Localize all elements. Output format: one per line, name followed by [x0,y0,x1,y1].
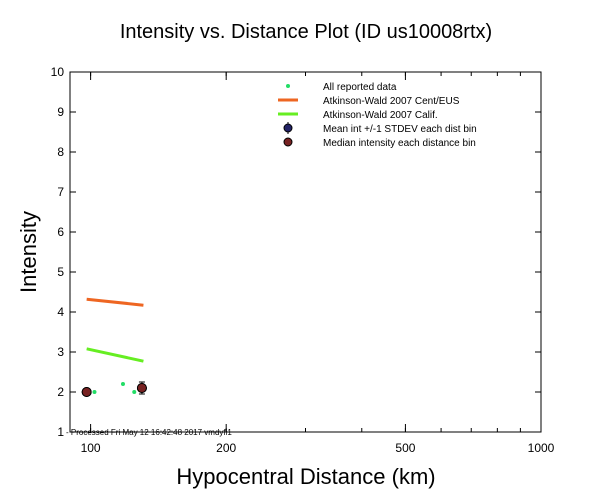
y-tick-label: 3 [57,345,64,359]
legend-label: Atkinson-Wald 2007 Cent/EUS [323,96,460,107]
legend-label: All reported data [323,82,397,93]
legend: All reported data Atkinson-Wald 2007 Cent… [278,82,477,149]
model-line [86,347,144,363]
y-tick-label: 1 [57,425,64,439]
x-tick-label: 100 [81,441,101,455]
x-tick-label: 1000 [528,441,555,455]
legend-label: Median intensity each distance bin [323,138,476,149]
x-axis-label: Hypocentral Distance (km) [176,464,435,489]
reported-data-point [132,390,137,394]
processed-note: - Processed Fri May 12 16:42:48 2017 vmd… [66,428,232,437]
y-tick-label: 5 [57,265,64,279]
legend-swatch-mean [283,123,293,133]
y-tick-label: 8 [57,145,64,159]
y-tick-label: 7 [57,185,64,199]
axis-ticks: 1 2 3 4 5 6 7 8 9 10 100 200 500 1000 [51,65,555,455]
y-tick-label: 4 [57,305,64,319]
legend-swatch-median [283,137,293,147]
y-tick-label: 10 [51,65,65,79]
legend-label: Mean int +/-1 STDEV each dist bin [323,124,477,135]
series-layer [81,297,147,397]
y-tick-label: 9 [57,105,64,119]
reported-data-point [120,382,125,386]
y-tick-label: 6 [57,225,64,239]
median-intensity-point [136,383,147,393]
model-line [86,297,144,307]
chart-title: Intensity vs. Distance Plot (ID us10008r… [120,21,492,43]
median-intensity-point [81,387,92,397]
legend-label: Atkinson-Wald 2007 Calif. [323,110,438,121]
x-tick-label: 500 [395,441,415,455]
reported-data-point [92,390,97,394]
y-tick-label: 2 [57,385,64,399]
legend-swatch-point [286,84,290,88]
x-tick-label: 200 [216,441,236,455]
y-axis-label: Intensity [16,211,41,293]
